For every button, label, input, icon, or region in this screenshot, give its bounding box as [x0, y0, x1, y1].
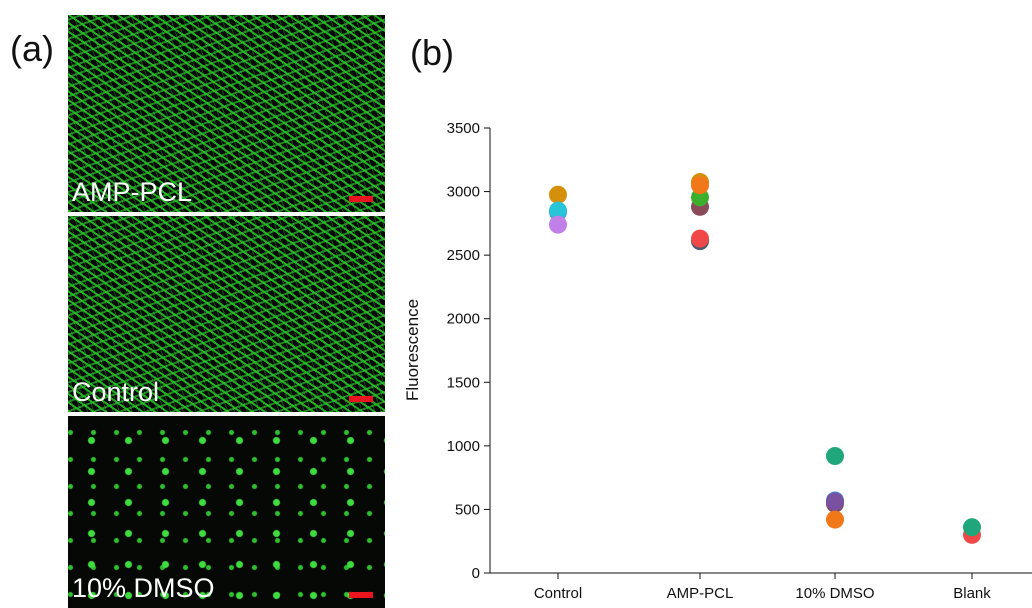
y-tick-label: 1000	[447, 438, 480, 455]
y-tick-label: 3000	[447, 184, 480, 201]
micrograph: 10% DMSO	[68, 416, 385, 608]
x-tick-label: 10% DMSO	[795, 585, 874, 602]
point	[826, 447, 844, 466]
y-tick-label: 2000	[447, 311, 480, 328]
y-tick-label: 1500	[447, 374, 480, 391]
y-axis-label: Fluorescence	[403, 299, 422, 401]
x-tick-label: Blank	[953, 585, 991, 602]
micrograph: Control	[68, 216, 385, 412]
scale-bar	[349, 196, 373, 202]
point	[691, 176, 709, 195]
panel-label: (b)	[410, 32, 454, 73]
image-label: AMP-PCL	[72, 177, 193, 207]
image-label: 10% DMSO	[72, 573, 215, 603]
point	[963, 518, 981, 537]
x-tick-label: AMP-PCL	[667, 585, 734, 602]
y-tick-label: 500	[455, 501, 480, 518]
point	[691, 229, 709, 248]
panel-label: (a)	[10, 28, 54, 69]
scale-bar	[349, 396, 373, 402]
scale-bar	[349, 592, 373, 598]
point	[549, 185, 567, 204]
y-tick-label: 3500	[447, 120, 480, 137]
y-tick-label: 2500	[447, 247, 480, 264]
point	[826, 510, 844, 529]
x-tick-label: Control	[534, 585, 582, 602]
y-tick-label: 0	[472, 565, 480, 582]
micrograph: AMP-PCL	[68, 15, 385, 212]
point	[826, 492, 844, 511]
image-label: Control	[72, 377, 160, 407]
point	[549, 201, 567, 220]
point	[549, 215, 567, 234]
